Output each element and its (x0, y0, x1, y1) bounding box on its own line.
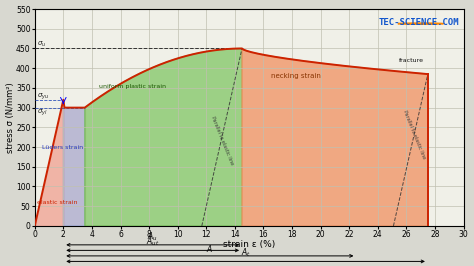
Circle shape (398, 23, 444, 24)
Text: $A$: $A$ (206, 243, 213, 254)
Text: necking strain: necking strain (271, 73, 320, 79)
Text: $A_{ut}$: $A_{ut}$ (146, 236, 159, 248)
X-axis label: strain ε (%): strain ε (%) (223, 240, 275, 250)
Text: fracture: fracture (399, 58, 424, 63)
Text: $\sigma_u$: $\sigma_u$ (37, 39, 46, 48)
Text: Parallel to elastic line: Parallel to elastic line (210, 116, 235, 166)
Text: $\sigma_{yu}$: $\sigma_{yu}$ (37, 91, 49, 102)
Text: elastic strain: elastic strain (37, 200, 77, 205)
Text: $A_u$: $A_u$ (147, 230, 158, 243)
Text: Parallel to elastic line: Parallel to elastic line (402, 110, 426, 160)
Polygon shape (85, 48, 242, 226)
Text: Lüders strain: Lüders strain (42, 145, 83, 150)
Text: uniform plastic strain: uniform plastic strain (99, 84, 166, 89)
Polygon shape (64, 100, 85, 226)
Text: $\sigma_{yl}$: $\sigma_{yl}$ (37, 108, 47, 118)
Text: $A_t$: $A_t$ (241, 247, 251, 259)
Text: TEC-SCIENCE.COM: TEC-SCIENCE.COM (379, 18, 459, 27)
Polygon shape (242, 48, 428, 226)
Y-axis label: stress σ (N/mm²): stress σ (N/mm²) (6, 82, 15, 153)
